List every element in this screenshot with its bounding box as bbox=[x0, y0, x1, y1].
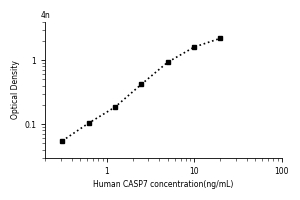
X-axis label: Human CASP7 concentration(ng/mL): Human CASP7 concentration(ng/mL) bbox=[93, 180, 234, 189]
Text: 4n: 4n bbox=[40, 11, 50, 20]
Y-axis label: Optical Density: Optical Density bbox=[11, 60, 20, 119]
